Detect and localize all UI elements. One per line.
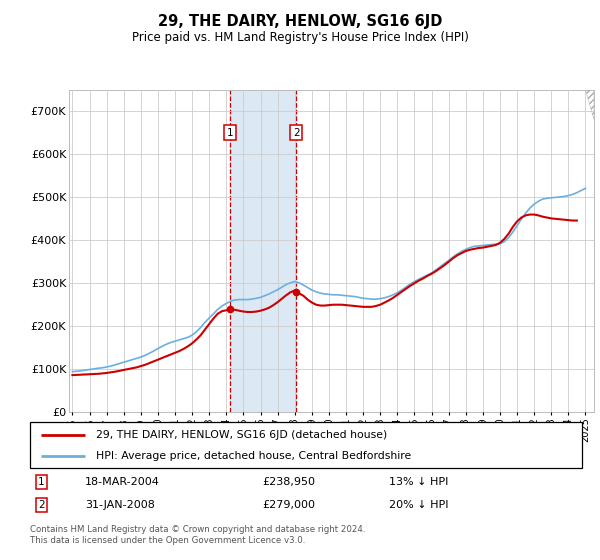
Text: 13% ↓ HPI: 13% ↓ HPI <box>389 477 448 487</box>
Text: Contains HM Land Registry data © Crown copyright and database right 2024.
This d: Contains HM Land Registry data © Crown c… <box>30 525 365 545</box>
Text: 1: 1 <box>227 128 233 138</box>
Text: 18-MAR-2004: 18-MAR-2004 <box>85 477 160 487</box>
Text: 1: 1 <box>38 477 45 487</box>
Text: 29, THE DAIRY, HENLOW, SG16 6JD (detached house): 29, THE DAIRY, HENLOW, SG16 6JD (detache… <box>96 430 388 440</box>
Text: 2: 2 <box>293 128 299 138</box>
Text: 31-JAN-2008: 31-JAN-2008 <box>85 500 155 510</box>
Text: £238,950: £238,950 <box>262 477 315 487</box>
Text: 2: 2 <box>38 500 45 510</box>
Text: £279,000: £279,000 <box>262 500 315 510</box>
Bar <box>230 90 296 412</box>
Text: HPI: Average price, detached house, Central Bedfordshire: HPI: Average price, detached house, Cent… <box>96 451 412 461</box>
Text: 20% ↓ HPI: 20% ↓ HPI <box>389 500 448 510</box>
Text: Price paid vs. HM Land Registry's House Price Index (HPI): Price paid vs. HM Land Registry's House … <box>131 31 469 44</box>
Text: 29, THE DAIRY, HENLOW, SG16 6JD: 29, THE DAIRY, HENLOW, SG16 6JD <box>158 14 442 29</box>
